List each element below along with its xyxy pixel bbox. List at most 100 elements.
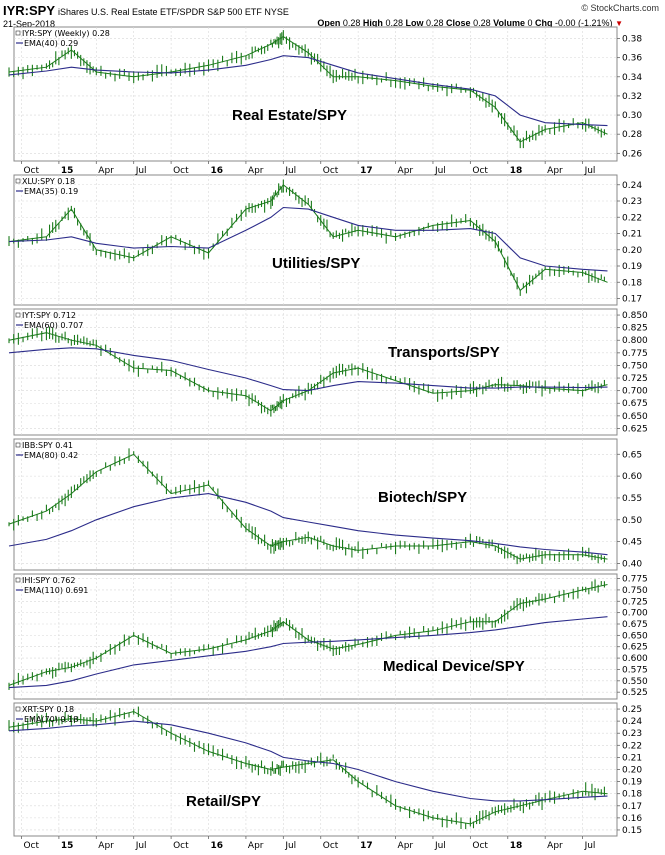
panel-frame xyxy=(13,308,618,436)
x-tick-label: 16 xyxy=(211,166,224,176)
y-tick-label: 0.50 xyxy=(622,516,642,526)
y-tick-label: 0.65 xyxy=(622,450,642,460)
y-tick-label: 0.850 xyxy=(622,311,648,321)
x-tick-label: Jul xyxy=(584,841,596,851)
legend-marker xyxy=(15,706,21,712)
y-tick-label: 0.775 xyxy=(622,575,648,585)
x-tick-label: Apr xyxy=(248,166,264,176)
legend-marker xyxy=(15,442,21,448)
legend-ema: EMA(70) 0.18 xyxy=(24,715,78,724)
y-tick-label: 0.675 xyxy=(622,620,648,630)
x-tick-label: Jul xyxy=(284,841,296,851)
y-tick-label: 0.19 xyxy=(622,778,642,788)
ema-series-line xyxy=(8,55,608,127)
ema-series-line xyxy=(8,493,608,556)
x-tick-label: Oct xyxy=(173,166,189,176)
y-tick-label: 0.625 xyxy=(622,643,648,653)
y-tick-label: 0.38 xyxy=(622,34,642,44)
panel-title: Medical Device/SPY xyxy=(383,658,525,675)
y-tick-label: 0.32 xyxy=(622,92,642,102)
y-tick-label: 0.650 xyxy=(622,412,648,422)
legend-main: XRT:SPY 0.18 xyxy=(22,705,74,714)
y-tick-label: 0.17 xyxy=(622,802,642,812)
panel-4: 0.65 0.60 0.55 0.50 0.45 0.40 IBB:SPY 0.41EMA(… xyxy=(8,438,642,571)
x-tick-label: Oct xyxy=(23,841,39,851)
x-tick-label: 18 xyxy=(510,841,523,851)
brand-label: © StockCharts.com xyxy=(581,3,659,13)
x-tick-label: Oct xyxy=(323,166,339,176)
y-tick-label: 0.550 xyxy=(622,677,648,687)
y-tick-label: 0.775 xyxy=(622,349,648,359)
legend-main: XLU:SPY 0.18 xyxy=(22,177,75,186)
y-tick-label: 0.800 xyxy=(622,336,648,346)
y-tick-label: 0.21 xyxy=(622,230,642,240)
y-tick-label: 0.30 xyxy=(622,111,642,121)
panel-title: Real Estate/SPY xyxy=(232,107,347,124)
legend-ema: EMA(60) 0.707 xyxy=(24,321,83,330)
y-tick-label: 0.19 xyxy=(622,262,642,272)
chart-date: 21-Sep-2018 xyxy=(3,19,56,29)
y-tick-label: 0.60 xyxy=(622,472,642,482)
x-tick-label: Apr xyxy=(547,166,563,176)
y-tick-label: 0.20 xyxy=(622,766,642,776)
y-tick-label: 0.750 xyxy=(622,361,648,371)
y-tick-label: 0.23 xyxy=(622,729,642,739)
y-tick-label: 0.525 xyxy=(622,688,648,698)
legend-main: IBB:SPY 0.41 xyxy=(22,441,73,450)
ema-series-line xyxy=(8,206,608,272)
y-tick-label: 0.575 xyxy=(622,665,648,675)
y-tick-label: 0.825 xyxy=(622,324,648,334)
panel-2: 0.24 0.23 0.22 0.21 0.20 0.19 0.18 0.17 XLU:SPY … xyxy=(8,174,642,306)
panel-frame xyxy=(13,573,618,700)
x-tick-label: Apr xyxy=(547,841,563,851)
panel-title: Utilities/SPY xyxy=(272,255,360,272)
y-tick-label: 0.24 xyxy=(622,717,642,727)
panel-frame xyxy=(13,438,618,571)
y-tick-label: 0.20 xyxy=(622,246,642,256)
y-tick-label: 0.45 xyxy=(622,538,642,548)
y-tick-label: 0.750 xyxy=(622,586,648,596)
y-tick-label: 0.625 xyxy=(622,424,648,434)
x-tick-label: 18 xyxy=(510,166,523,176)
x-tick-label: Oct xyxy=(472,841,488,851)
panel-title: Transports/SPY xyxy=(388,344,500,361)
panel-title: Retail/SPY xyxy=(186,793,261,810)
x-tick-label: Oct xyxy=(23,166,39,176)
y-tick-label: 0.18 xyxy=(622,790,642,800)
legend-marker xyxy=(15,30,21,36)
legend-ema: EMA(80) 0.42 xyxy=(24,451,78,460)
x-tick-label: 15 xyxy=(61,841,74,851)
ema-series-line xyxy=(8,720,608,802)
price-series-line xyxy=(8,453,608,560)
x-tick-label: Jul xyxy=(584,166,596,176)
x-tick-label: Jul xyxy=(135,166,147,176)
y-tick-label: 0.34 xyxy=(622,73,642,83)
x-tick-label: Oct xyxy=(472,166,488,176)
legend-ema: EMA(40) 0.29 xyxy=(24,39,78,48)
legend-marker xyxy=(15,577,21,583)
x-tick-label: 17 xyxy=(360,841,373,851)
y-tick-label: 0.22 xyxy=(622,741,642,751)
ema-series-line xyxy=(8,347,608,392)
x-tick-label: Apr xyxy=(248,841,264,851)
x-tick-label: 17 xyxy=(360,166,373,176)
x-tick-label: Jul xyxy=(284,166,296,176)
legend-marker xyxy=(15,178,21,184)
y-tick-label: 0.700 xyxy=(622,609,648,619)
y-tick-label: 0.650 xyxy=(622,631,648,641)
y-tick-label: 0.24 xyxy=(622,181,642,191)
chart-header: IYR:SPY iShares U.S. Real Estate ETF/SPDR… xyxy=(0,0,665,40)
x-tick-label: Oct xyxy=(173,841,189,851)
y-tick-label: 0.725 xyxy=(622,597,648,607)
y-tick-label: 0.16 xyxy=(622,814,642,824)
panel-3: 0.850 0.825 0.800 0.775 0.750 0.725 0.700 0.675… xyxy=(8,308,648,436)
legend-main: IHI:SPY 0.762 xyxy=(22,576,76,585)
y-tick-label: 0.28 xyxy=(622,130,642,140)
x-tick-label: Jul xyxy=(135,841,147,851)
x-tick-label: Apr xyxy=(98,841,114,851)
ema-series-line xyxy=(8,616,608,689)
legend-main: IYT:SPY 0.712 xyxy=(22,311,76,320)
panel-frame xyxy=(13,26,618,162)
